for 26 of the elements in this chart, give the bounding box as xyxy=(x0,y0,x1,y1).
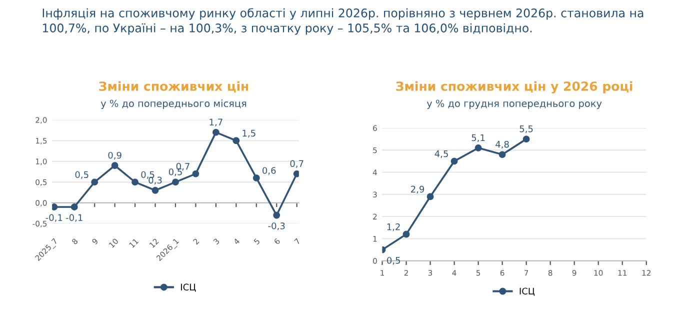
data-label: 0,6 xyxy=(262,167,276,175)
data-label: 0,5 xyxy=(168,168,182,176)
chart-subtitle: у % до грудня попереднього року xyxy=(426,100,602,109)
data-label: 1,5 xyxy=(242,130,256,138)
data-label: 1,7 xyxy=(210,118,222,126)
data-label: -0,1 xyxy=(66,214,82,222)
data-label: 0,3 xyxy=(148,176,162,184)
data-label: 4,5 xyxy=(434,150,448,158)
data-label: 5,5 xyxy=(520,126,533,134)
data-label: 5,1 xyxy=(472,134,485,142)
chart-subtitle: у % до попереднього місяця xyxy=(100,100,246,109)
data-label: 2,9 xyxy=(411,186,424,194)
data-label: 0,5 xyxy=(75,171,88,179)
data-label: 4,8 xyxy=(496,140,509,149)
data-label: 0,7 xyxy=(290,160,304,168)
data-label: -0,1 xyxy=(46,214,62,222)
text: Інфляція на споживчому ринку області у липні 2026р. порівняно з червнем 2026р. становила на 100,7%, по Україні – на 100,3%, з початку року – 105,5% та 106,0% відповідно. xyxy=(42,8,644,35)
data-label: 1,2 xyxy=(387,223,400,232)
legend-label: ІСЦ xyxy=(181,284,196,292)
data-label: 0,5 xyxy=(387,256,400,265)
data-label: 0,7 xyxy=(176,162,190,171)
legend-label: ІСЦ xyxy=(520,288,535,296)
chart-title: Зміни споживчих цін xyxy=(99,81,248,92)
chart-title: Зміни споживчих цін у 2026 році xyxy=(396,81,632,94)
data-label: 0,9 xyxy=(108,152,122,160)
data-label: -0,3 xyxy=(268,222,285,230)
